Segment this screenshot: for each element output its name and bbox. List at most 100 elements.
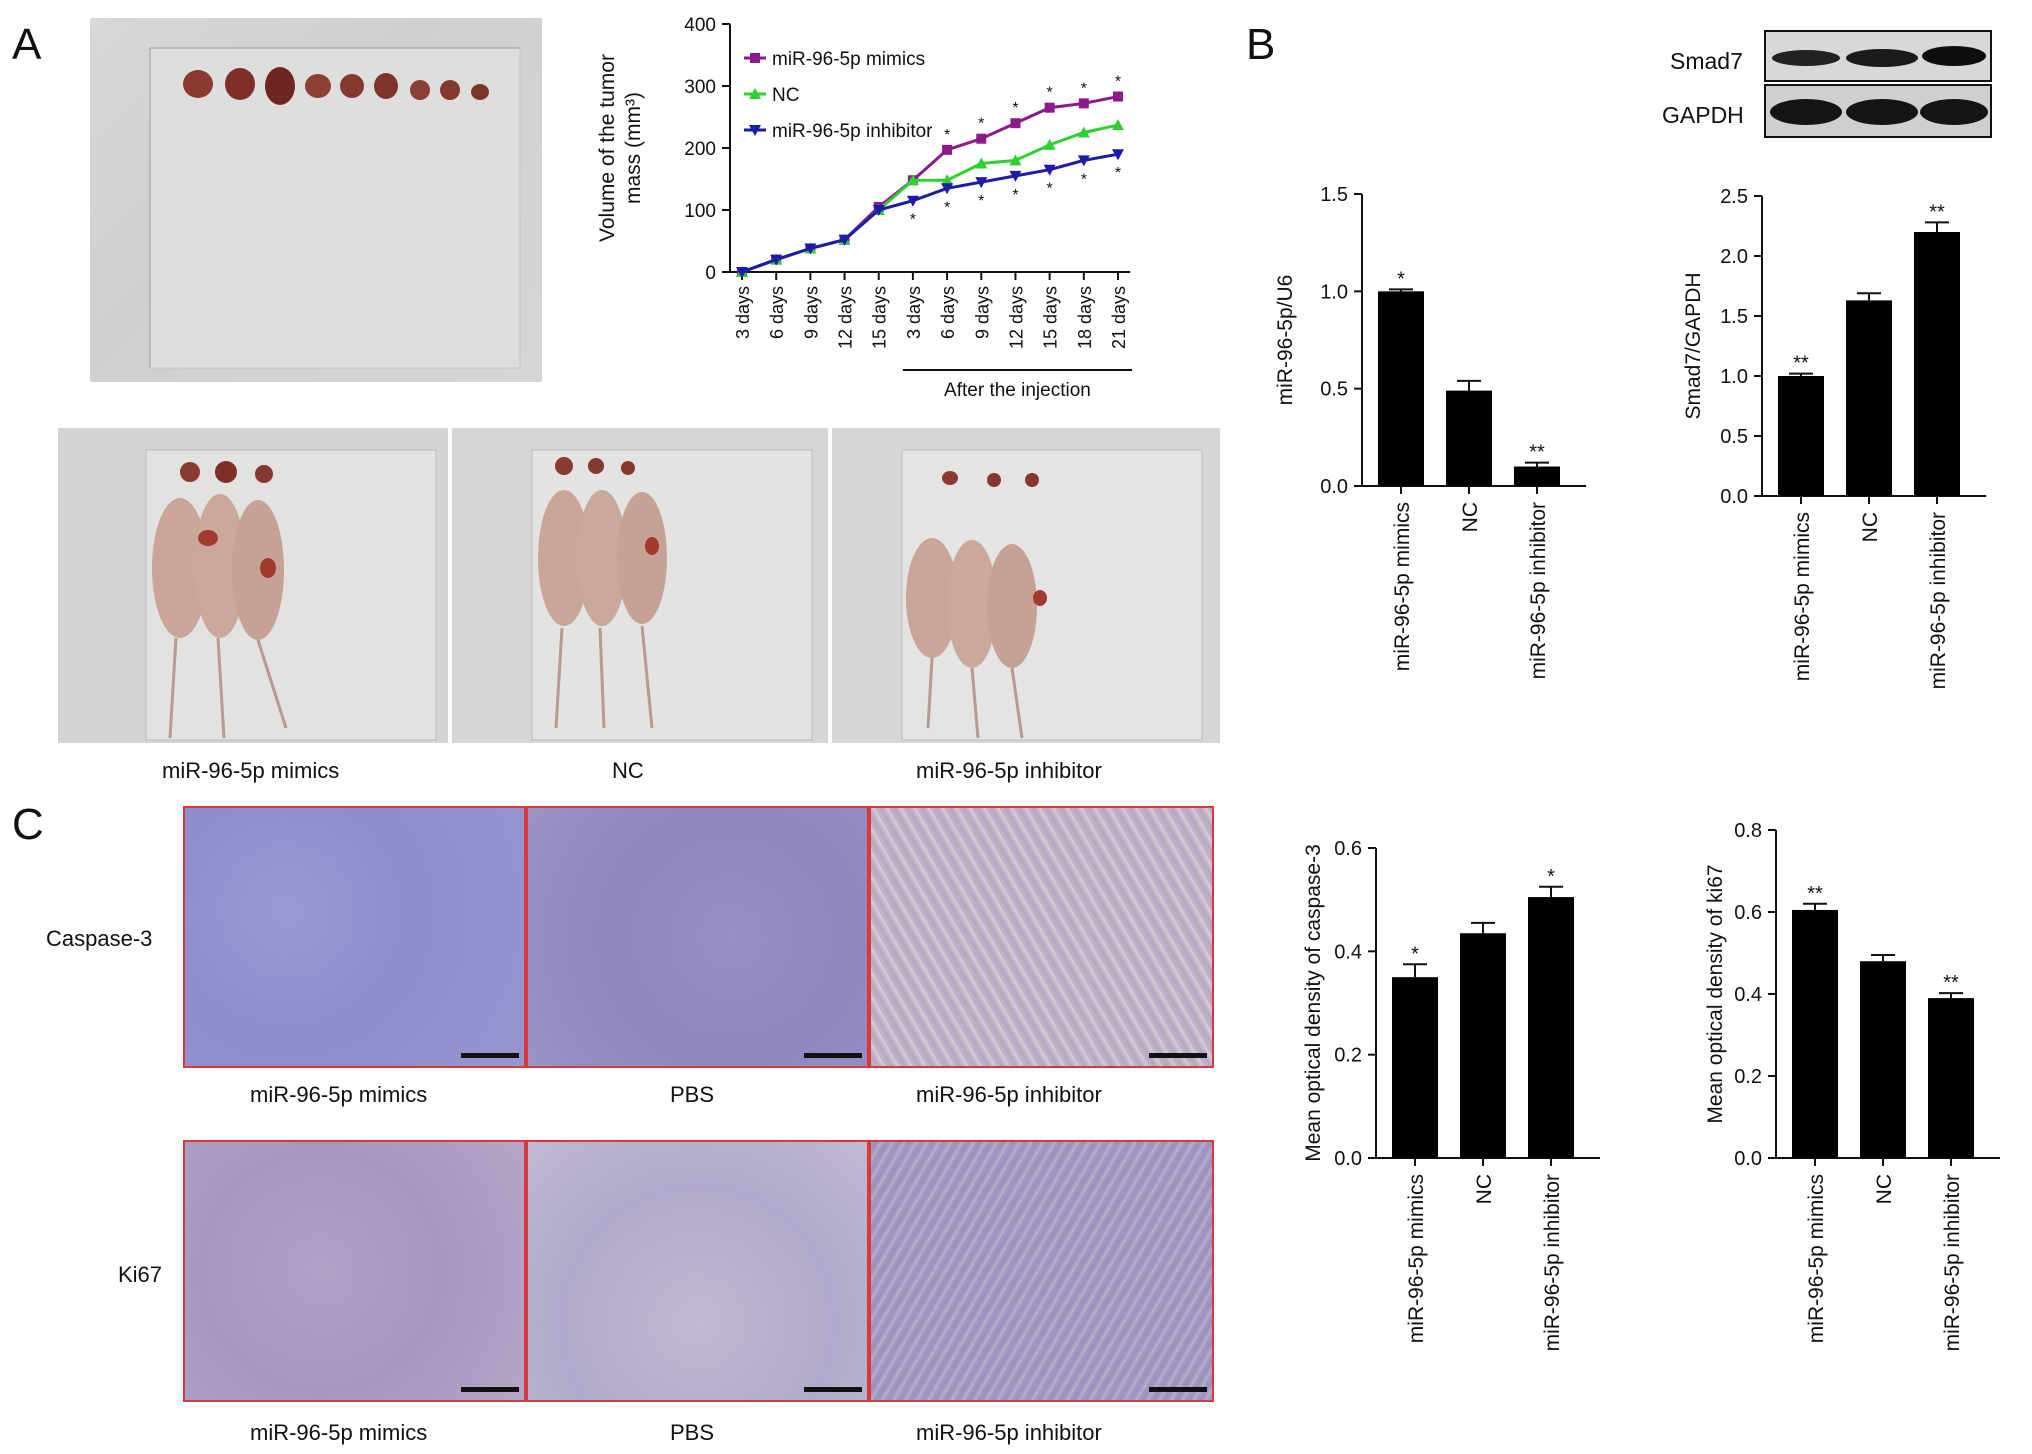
- significance-mark: *: [1081, 171, 1087, 188]
- y-tick-label: 0.0: [1320, 476, 1348, 498]
- y-tick-label: 0.4: [1334, 941, 1362, 963]
- data-point: [1010, 118, 1021, 129]
- x-tick-label: NC: [1859, 512, 1882, 542]
- x-tick-label: miR-96-5p mimics: [1391, 502, 1414, 671]
- ki67-bar-chart: 0.0 0.2 0.4 0.6 0.8 Mean optical density of k…: [1704, 820, 2000, 1351]
- y-axis-label-line1: Volume of the tumor: [596, 54, 619, 242]
- ihc-caspase3-pbs: [526, 806, 869, 1068]
- scale-bar: [804, 1387, 862, 1392]
- significance-mark: *: [1012, 187, 1018, 204]
- ihc-caspase3-inhibitor: [869, 806, 1214, 1068]
- significance-mark: *: [978, 193, 984, 210]
- bar-2: [1528, 897, 1574, 1158]
- data-point: [941, 183, 954, 195]
- x-tick-label: NC: [1473, 1174, 1496, 1204]
- significance-mark: **: [1793, 353, 1809, 375]
- y-tick-label: 0.5: [1320, 379, 1348, 401]
- data-point: [872, 205, 885, 216]
- y-tick-label: 0: [705, 263, 716, 284]
- bar-0: [1778, 376, 1824, 496]
- panel-letter-c: C: [12, 800, 44, 849]
- data-point: [1112, 119, 1124, 131]
- x-tick-label: 15 days: [1041, 286, 1061, 349]
- y-axis-label: miR-96-5p/U6: [1274, 275, 1297, 406]
- panel-letter-a: A: [12, 20, 42, 69]
- x-tick-label: 9 days: [801, 286, 821, 339]
- mice-photo-inhibitor: [832, 428, 1220, 743]
- tumors-photo-drawing: [149, 47, 521, 369]
- data-point: [975, 157, 988, 169]
- tumor-growth-chart: 0 100 200 300 400 3 days 6 days 9 days 12 days 15…: [596, 15, 1132, 401]
- ihc-ki67-inhibitor: [869, 1140, 1214, 1402]
- legend-label-2: miR-96-5p inhibitor: [772, 121, 933, 142]
- significance-mark: *: [1547, 866, 1555, 888]
- data-point: [1078, 98, 1089, 109]
- data-point: [838, 234, 851, 246]
- y-tick-label: 0.0: [1734, 1148, 1762, 1170]
- data-point: [1077, 155, 1090, 167]
- x-tick-label: 9 days: [972, 286, 992, 339]
- ihc-label-mimics-1: miR-96-5p mimics: [250, 1082, 428, 1107]
- data-point: [1009, 170, 1022, 182]
- significance-mark: *: [1397, 268, 1405, 290]
- bar-0: [1378, 291, 1424, 486]
- data-point: [1043, 138, 1056, 150]
- y-tick-label: 0.2: [1334, 1045, 1362, 1067]
- y-tick-label: 0.2: [1734, 1066, 1762, 1088]
- y-axis-label-line2: mass (mm³): [622, 92, 645, 204]
- mir-bar-chart: 0.0 0.5 1.0 1.5 miR-96-5p/U6 * miR-96-5p mimic…: [1274, 184, 1586, 679]
- bar-2: [1514, 466, 1560, 486]
- significance-mark: **: [1529, 442, 1545, 464]
- significance-mark: *: [944, 127, 950, 144]
- legend-marker: [749, 125, 761, 136]
- data-point: [906, 174, 919, 186]
- series-line-1: [741, 123, 1119, 274]
- ihc-label-inhibitor-1: miR-96-5p inhibitor: [916, 1082, 1102, 1107]
- scale-bar: [461, 1387, 519, 1392]
- x-tick-label: miR-96-5p inhibitor: [1927, 512, 1950, 689]
- y-tick-label: 0.6: [1734, 902, 1762, 924]
- y-tick-label: 1.0: [1720, 366, 1748, 388]
- x-tick-label: miR-96-5p mimics: [1405, 1174, 1428, 1343]
- y-tick-label: 2.5: [1720, 186, 1748, 208]
- mice-photo-nc: [452, 428, 828, 743]
- ihc-label-pbs-2: PBS: [670, 1420, 715, 1445]
- y-tick-label: 0.0: [1334, 1148, 1362, 1170]
- scale-bar: [461, 1053, 519, 1058]
- data-point: [1043, 164, 1056, 176]
- x-tick-label: 6 days: [938, 286, 958, 339]
- y-tick-label: 200: [684, 139, 716, 160]
- bar-2: [1914, 232, 1960, 496]
- bar-0: [1792, 909, 1838, 1158]
- significance-mark: *: [1047, 85, 1053, 102]
- ihc-row-label-ki67: Ki67: [118, 1262, 163, 1287]
- data-point: [1077, 126, 1090, 138]
- mice-label-mimics: miR-96-5p mimics: [162, 758, 340, 783]
- y-tick-label: 0.4: [1734, 984, 1762, 1006]
- ihc-ki67-mimics: [183, 1140, 526, 1402]
- bar-1: [1460, 933, 1506, 1158]
- x-tick-label: miR-96-5p inhibitor: [1541, 1174, 1564, 1351]
- data-point: [770, 254, 783, 266]
- significance-mark: *: [1081, 80, 1087, 97]
- ihc-label-pbs-1: PBS: [670, 1082, 715, 1107]
- y-tick-label: 300: [684, 77, 716, 98]
- significance-mark: *: [910, 212, 916, 229]
- western-blot: [1764, 30, 1992, 138]
- data-point: [804, 243, 817, 255]
- x-tick-label: miR-96-5p mimics: [1791, 512, 1814, 681]
- wb-label-gapdh: GAPDH: [1662, 102, 1744, 128]
- significance-mark: *: [1115, 165, 1121, 182]
- significance-mark: *: [1115, 74, 1121, 91]
- significance-mark: *: [1411, 943, 1419, 965]
- bar-1: [1860, 961, 1906, 1158]
- bar-1: [1446, 390, 1492, 486]
- data-point: [941, 174, 954, 186]
- significance-mark: *: [1047, 181, 1053, 198]
- wb-label-smad7: Smad7: [1670, 48, 1743, 74]
- smad7-bar-chart: 0.0 0.5 1.0 1.5 2.0 2.5 Smad7/GAPDH ** miR-96-5p…: [1682, 186, 1986, 689]
- scale-bar: [804, 1053, 862, 1058]
- y-axis-label: Mean optical density of ki67: [1704, 864, 1727, 1123]
- y-tick-label: 2.0: [1720, 246, 1748, 268]
- scale-bar: [1149, 1053, 1207, 1058]
